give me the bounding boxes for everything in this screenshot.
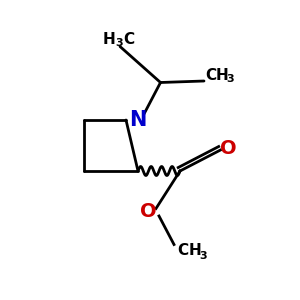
Text: N: N xyxy=(129,110,147,130)
Text: O: O xyxy=(140,202,157,221)
Text: 3: 3 xyxy=(116,38,123,48)
Text: H: H xyxy=(216,68,229,82)
Text: C: C xyxy=(177,243,188,258)
Text: 3: 3 xyxy=(226,74,234,85)
Text: C: C xyxy=(123,32,134,46)
Text: H: H xyxy=(103,32,116,46)
Text: H: H xyxy=(189,243,202,258)
Text: O: O xyxy=(220,139,236,158)
Text: 3: 3 xyxy=(200,251,207,261)
Text: C: C xyxy=(206,68,217,82)
